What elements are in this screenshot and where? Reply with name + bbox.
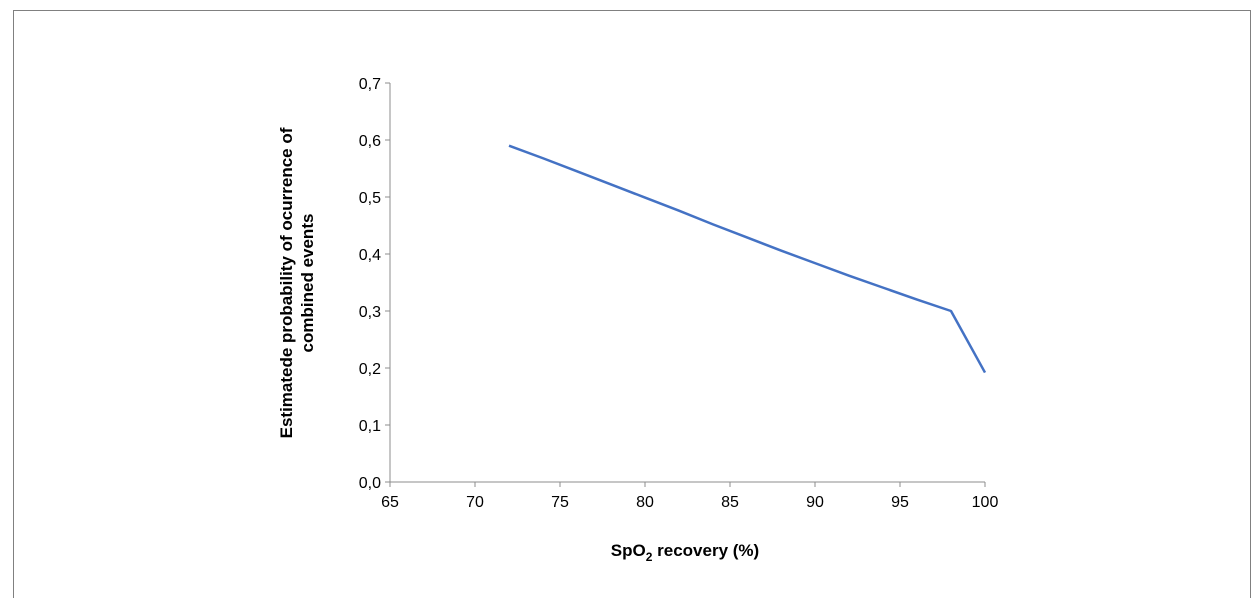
x-tick-label: 80 [636, 494, 654, 511]
ticks: 0,0 0,1 0,2 0,3 0,4 0,5 0,6 0,7 65 70 75 80 85 90 95 10… [359, 76, 999, 511]
y-axis-title: Estimatede probability of ocurrence of c… [277, 127, 317, 438]
y-tick-label: 0,2 [359, 361, 381, 378]
x-axis-title-subscript: 2 [646, 550, 653, 564]
series-line [508, 144, 987, 374]
y-tick-label: 0,4 [359, 247, 381, 264]
x-tick-label: 75 [551, 494, 569, 511]
plot-area [508, 144, 987, 374]
y-tick-label: 0,3 [359, 304, 381, 321]
x-tick-label: 90 [806, 494, 824, 511]
x-axis-title-prefix: SpO [611, 541, 646, 560]
x-tick-label: 85 [721, 494, 739, 511]
x-tick-label: 65 [381, 494, 399, 511]
axes [389, 83, 985, 483]
x-axis-title-suffix: recovery (%) [652, 541, 759, 560]
y-axis-title-line-2: combined events [298, 214, 317, 353]
y-tick-label: 0,0 [359, 475, 381, 492]
y-axis-title-line-1: Estimatede probability of ocurrence of [277, 127, 296, 438]
x-tick-label: 70 [466, 494, 484, 511]
y-tick-label: 0,7 [359, 76, 381, 93]
x-axis-title: SpO2 recovery (%) [611, 541, 759, 564]
y-tick-label: 0,1 [359, 418, 381, 435]
x-tick-label: 95 [891, 494, 909, 511]
x-tick-label: 100 [972, 494, 999, 511]
y-tick-label: 0,5 [359, 190, 381, 207]
y-tick-label: 0,6 [359, 133, 381, 150]
